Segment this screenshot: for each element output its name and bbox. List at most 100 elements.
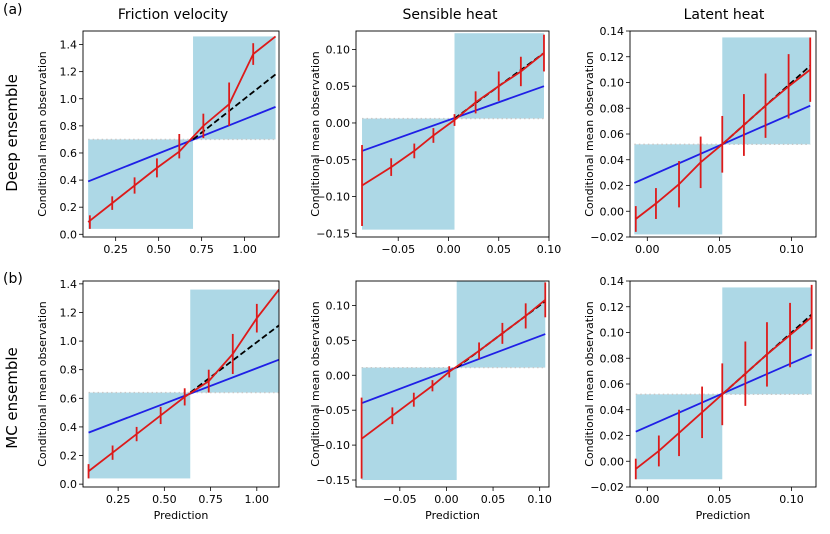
panel-a-sensible-heat-shade-left: [362, 118, 455, 230]
panel-a-latent-heat-ytick-label-3: 0.04: [600, 154, 625, 167]
panel-b-latent-heat-plot-area: [634, 284, 813, 480]
panel-a-latent-heat-plot-area: [633, 37, 812, 235]
panel-a-friction-velocity-ytick-label-0: 0.0: [60, 228, 78, 241]
panel-b-sensible-heat-ytick-label-2: −0.05: [316, 404, 350, 417]
panel-b-friction-velocity-xlabel: Prediction: [154, 509, 209, 522]
panel-b-latent-heat-ytick-label-8: 0.14: [600, 275, 625, 288]
row-label-mc-ensemble: MC ensemble: [3, 347, 21, 449]
panel-a-friction-velocity-ytick-label-5: 1.0: [60, 93, 78, 106]
panel-b-latent-heat-ytick-label-1: 0.00: [600, 455, 625, 468]
panel-a-latent-heat-ytick-label-8: 0.14: [600, 25, 625, 38]
panel-b-sensible-heat-shade-left: [361, 367, 457, 481]
panel-a-friction-velocity-xtick-label-3: 1.00: [232, 243, 257, 256]
panel-a-sensible-heat-xtick-label-0: −0.05: [381, 243, 415, 256]
panel-a-latent-heat-ytick-label-4: 0.06: [600, 128, 625, 141]
panel-b-latent-heat-ytick-label-5: 0.08: [600, 352, 625, 365]
panel-a-latent-heat-ytick-label-0: −0.02: [590, 231, 624, 244]
panel-b-sensible-heat-frame: [355, 280, 550, 488]
panel-a-friction-velocity-ytick-label-1: 0.2: [60, 201, 78, 214]
panel-b-friction-velocity-blue-line: [88, 358, 279, 434]
panel-a-latent-heat-xtick-label-0: 0.00: [635, 243, 660, 256]
panel-a-sensible-heat-xtick-label-2: 0.05: [486, 243, 511, 256]
panel-b-friction-velocity-shade-left: [88, 392, 191, 479]
panel-b-friction-velocity-plot-area: [87, 289, 279, 479]
panel-a-latent-heat-ytick-label-2: 0.02: [600, 180, 625, 193]
panel-b-friction-velocity: 0.25 0.50 0.75 1.00 0.0 0.2 0.4 0.6 0.8 1.0 1.2 1.4…: [36, 278, 280, 522]
panel-b-latent-heat-xtick-label-2: 0.10: [779, 493, 804, 506]
panel-b-latent-heat-ytick-label-4: 0.06: [600, 378, 625, 391]
panel-b-sensible-heat-ytick-label-1: −0.10: [316, 439, 350, 452]
panel-a-sensible-heat-xtick-label-3: 0.10: [537, 243, 562, 256]
panel-b-friction-velocity-shade-right: [190, 289, 279, 393]
panel-a-sensible-heat-blue-line: [361, 85, 545, 152]
panel-a-friction-velocity-ytick-label-7: 1.4: [60, 39, 78, 52]
panel-b-friction-velocity-dashed-line: [189, 324, 279, 394]
panel-b-sensible-heat-ytick-label-0: −0.15: [316, 474, 350, 487]
panel-a-sensible-heat: −0.05 0.00 0.05 0.10 −0.15 −0.10 −0.05 0.00 0.05…: [309, 30, 562, 256]
panel-b-latent-heat-ytick-label-0: −0.02: [590, 481, 624, 494]
panel-a-sensible-heat-ytick-label-3: 0.00: [326, 117, 351, 130]
panel-a-sensible-heat-ytick-label-0: −0.15: [316, 227, 350, 240]
panel-b-friction-velocity-ylabel: Conditional mean observation: [36, 301, 49, 467]
panel-a-latent-heat-ytick-label-1: 0.00: [600, 205, 625, 218]
row-label-deep-ensemble: Deep ensemble: [3, 74, 21, 192]
panel-b-friction-velocity-ytick-label-6: 1.2: [60, 306, 78, 319]
panel-b-sensible-heat-ytick-label-4: 0.05: [326, 334, 351, 347]
column-title-latent-heat: Latent heat: [684, 7, 765, 23]
panel-b-sensible-heat-ytick-label-3: 0.00: [326, 369, 351, 382]
row-tag-a: (a): [3, 2, 23, 18]
panel-a-latent-heat-ytick-label-6: 0.10: [600, 77, 625, 90]
panel-b-latent-heat-ytick-label-2: 0.02: [600, 430, 625, 443]
panel-b-friction-velocity-ytick-label-0: 0.0: [60, 478, 78, 491]
panel-b-latent-heat-xlabel: Prediction: [696, 509, 751, 522]
panel-a-friction-velocity-xtick-label-1: 0.50: [146, 243, 171, 256]
panel-b-latent-heat-xtick-label-0: 0.00: [635, 493, 660, 506]
panel-b-friction-velocity-xtick-label-1: 0.50: [152, 493, 177, 506]
panel-b-friction-velocity-ytick-label-1: 0.2: [60, 450, 78, 463]
panel-a-sensible-heat-plot-area: [361, 33, 545, 230]
panel-b-latent-heat-xtick-label-1: 0.05: [707, 493, 732, 506]
panel-a-latent-heat-ylabel: Conditional mean observation: [583, 51, 596, 217]
panel-b-sensible-heat-ylabel: Conditional mean observation: [309, 301, 322, 467]
panel-b-friction-velocity-xtick-label-3: 1.00: [245, 493, 270, 506]
panel-b-friction-velocity-xtick-label-2: 0.75: [198, 493, 223, 506]
panel-b-latent-heat-ytick-label-6: 0.10: [600, 327, 625, 340]
panel-b-sensible-heat-shade-right: [456, 281, 546, 368]
panel-b-sensible-heat-plot-area: [360, 281, 547, 481]
panel-b-sensible-heat-xlabel: Prediction: [425, 509, 480, 522]
panel-a-friction-velocity-plot-area: [87, 35, 277, 229]
panel-b-sensible-heat-ytick-label-5: 0.10: [326, 299, 351, 312]
panel-b-sensible-heat: −0.05 0.00 0.05 0.10 −0.15 −0.10 −0.05 0.00 0.05…: [309, 280, 552, 522]
panel-b-latent-heat-ytick-label-3: 0.04: [600, 404, 625, 417]
panel-a-friction-velocity-ytick-label-3: 0.6: [60, 147, 78, 160]
panel-b-friction-velocity-ytick-label-3: 0.6: [60, 392, 78, 405]
panel-a-latent-heat-xtick-label-1: 0.05: [707, 243, 732, 256]
panel-a-latent-heat-ytick-label-7: 0.12: [600, 51, 625, 64]
panel-a-friction-velocity-ytick-label-2: 0.4: [60, 174, 78, 187]
panel-a-sensible-heat-ytick-label-4: 0.05: [326, 80, 351, 93]
panel-a-sensible-heat-ylabel: Conditional mean observation: [309, 51, 322, 217]
panel-b-latent-heat-ytick-label-7: 0.12: [600, 301, 625, 314]
panel-a-friction-velocity-ytick-label-4: 0.8: [60, 120, 78, 133]
panel-b-latent-heat-ylabel: Conditional mean observation: [583, 301, 596, 467]
panel-a-latent-heat-xtick-label-2: 0.10: [779, 243, 804, 256]
panel-b-friction-velocity-frame: [82, 280, 280, 488]
panel-b-friction-velocity-ytick-label-7: 1.4: [60, 278, 78, 291]
panel-a-friction-velocity-ytick-label-6: 1.2: [60, 66, 78, 79]
column-title-sensible-heat: Sensible heat: [403, 7, 498, 23]
panel-a-friction-velocity-xtick-label-2: 0.75: [189, 243, 214, 256]
panel-a-latent-heat: 0.00 0.05 0.10 −0.02 0.00 0.02 0.04 0.06 0.08 0.1…: [583, 25, 817, 256]
panel-b-friction-velocity-ytick-label-2: 0.4: [60, 421, 78, 434]
panel-a-friction-velocity: 0.25 0.50 0.75 1.00 0.0 0.2 0.4 0.6 0.8 1.0 1.2 1.4…: [36, 30, 280, 256]
panel-a-sensible-heat-ytick-label-1: −0.10: [316, 191, 350, 204]
panel-a-latent-heat-ytick-label-5: 0.08: [600, 102, 625, 115]
panel-b-latent-heat: 0.00 0.05 0.10 −0.02 0.00 0.02 0.04 0.06 0.08 0.1…: [583, 275, 817, 522]
panel-a-friction-velocity-ylabel: Conditional mean observation: [36, 51, 49, 217]
row-tag-b: (b): [3, 271, 23, 287]
panel-a-friction-velocity-xtick-label-0: 0.25: [103, 243, 128, 256]
column-title-friction-velocity: Friction velocity: [118, 7, 228, 23]
panel-a-sensible-heat-xtick-label-1: 0.00: [436, 243, 461, 256]
panel-b-sensible-heat-xtick-label-0: −0.05: [383, 493, 417, 506]
panel-a-friction-velocity-frame: [82, 30, 280, 238]
